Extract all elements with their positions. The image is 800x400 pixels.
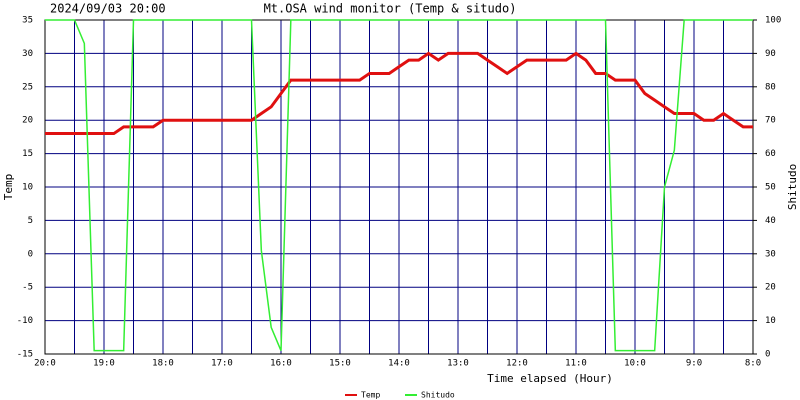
legend-label: Shitudo xyxy=(421,391,455,400)
x-tick-label: 15:0 xyxy=(329,359,351,369)
x-tick-label: 18:0 xyxy=(152,359,174,369)
legend-label: Temp xyxy=(361,391,380,400)
y2-tick-label: 20 xyxy=(765,283,776,293)
y-tick-label: -10 xyxy=(17,316,33,326)
x-tick-label: 19:0 xyxy=(93,359,115,369)
x-tick-label: 12:0 xyxy=(506,359,528,369)
y2-axis-label: Shitudo xyxy=(786,164,799,210)
y2-tick-label: 100 xyxy=(765,16,781,26)
y-tick-label: -15 xyxy=(17,350,33,360)
y-tick-label: 20 xyxy=(22,116,33,126)
x-tick-label: 10:0 xyxy=(624,359,646,369)
x-tick-label: 14:0 xyxy=(388,359,410,369)
x-tick-label: 11:0 xyxy=(565,359,587,369)
y2-tick-label: 70 xyxy=(765,116,776,126)
x-tick-label: 13:0 xyxy=(447,359,469,369)
y-tick-label: -5 xyxy=(22,283,33,293)
y2-tick-label: 50 xyxy=(765,183,776,193)
y-tick-label: 5 xyxy=(28,216,33,226)
y-tick-label: 10 xyxy=(22,183,33,193)
x-tick-label: 20:0 xyxy=(34,359,56,369)
y2-tick-label: 90 xyxy=(765,49,776,59)
x-tick-label: 16:0 xyxy=(270,359,292,369)
chart-title: Mt.OSA wind monitor (Temp & situdo) xyxy=(264,2,517,16)
x-tick-label: 17:0 xyxy=(211,359,233,369)
x-axis-label: Time elapsed (Hour) xyxy=(487,372,613,385)
y-tick-label: 35 xyxy=(22,16,33,26)
y2-tick-label: 30 xyxy=(765,249,776,259)
chart-date: 2024/09/03 20:00 xyxy=(50,2,166,16)
y2-tick-label: 0 xyxy=(765,350,770,360)
x-tick-label: 9:0 xyxy=(686,359,702,369)
y-tick-label: 25 xyxy=(22,82,33,92)
data-line xyxy=(45,19,753,352)
data-line xyxy=(45,51,753,136)
y-tick-label: 0 xyxy=(28,249,33,259)
y2-tick-label: 40 xyxy=(765,216,776,226)
x-tick-label: 8:0 xyxy=(745,359,761,369)
y2-tick-label: 80 xyxy=(765,82,776,92)
y2-tick-label: 60 xyxy=(765,149,776,159)
y-tick-label: 15 xyxy=(22,149,33,159)
y-axis-label: Temp xyxy=(2,174,15,201)
y-tick-label: 30 xyxy=(22,49,33,59)
y2-tick-label: 10 xyxy=(765,316,776,326)
